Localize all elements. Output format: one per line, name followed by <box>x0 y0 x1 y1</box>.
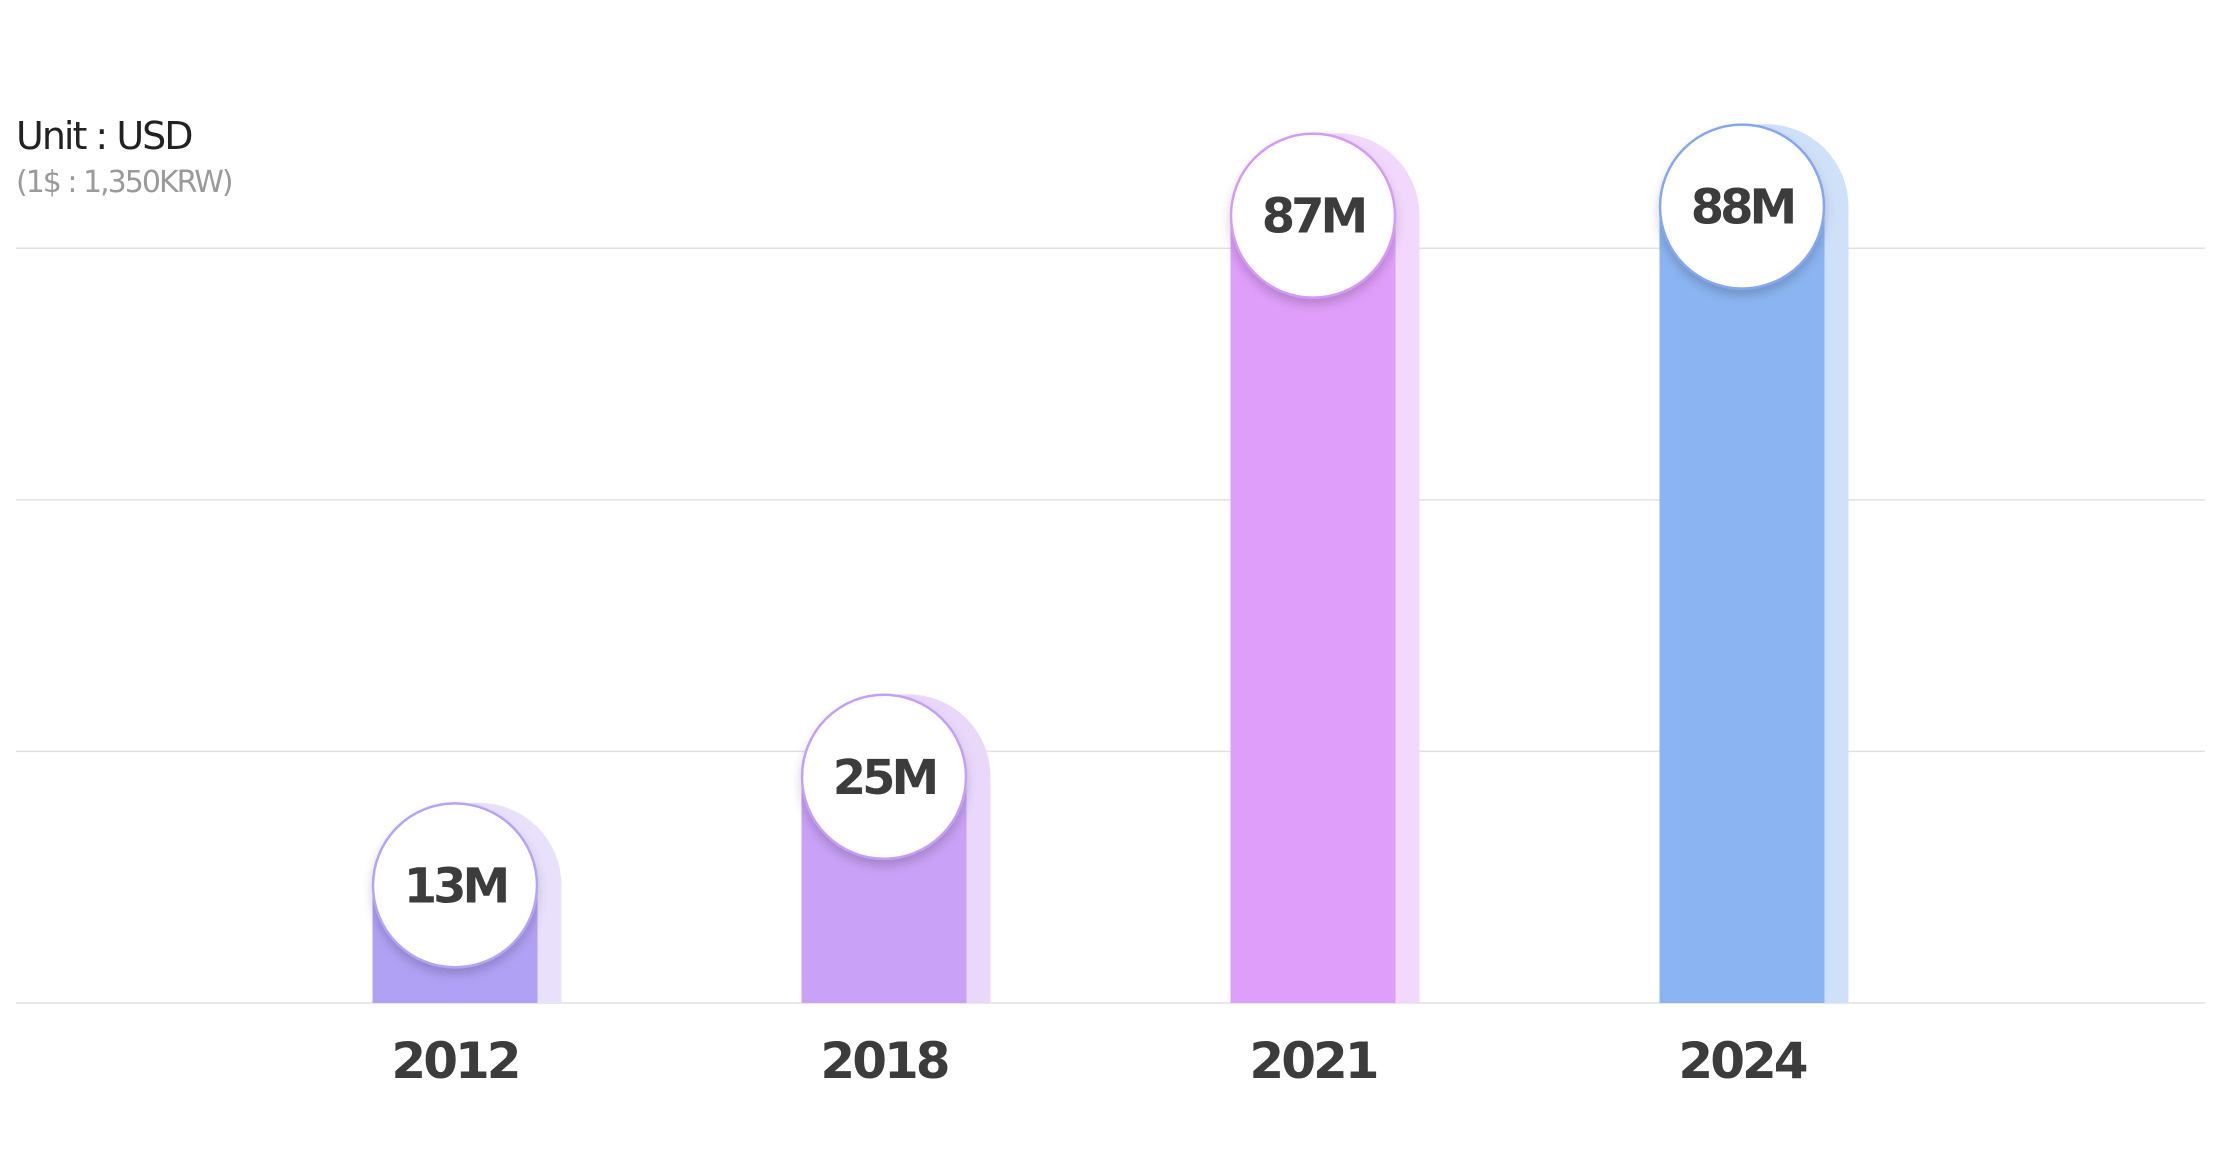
value-bubble <box>1658 123 1826 290</box>
x-tick-label: 2018 <box>820 1032 947 1090</box>
gridlines <box>16 247 2205 1004</box>
category-labels: 2012 2018 2021 2024 <box>391 1032 1809 1090</box>
data-label: 25M <box>833 750 936 806</box>
value-bubble <box>800 693 968 860</box>
unit-block: Unit : USD (1$ : 1,350KRW) <box>16 112 234 206</box>
unit-label: Unit : USD <box>16 114 194 158</box>
x-tick-label: 2021 <box>1249 1032 1376 1090</box>
bar-group-2021: 87M <box>1229 132 1420 1003</box>
data-label: 87M <box>1262 189 1365 245</box>
bar-group-2012: 13M <box>371 802 562 1003</box>
bar <box>1659 206 1825 1004</box>
data-label: 13M <box>404 858 507 914</box>
bars: 13M 25M 87M 88M <box>371 123 1849 1004</box>
data-label: 88M <box>1691 180 1794 236</box>
value-bubble <box>1229 132 1397 299</box>
x-tick-label: 2012 <box>391 1032 518 1090</box>
x-tick-label: 2024 <box>1678 1032 1806 1090</box>
bar <box>1230 215 1396 1003</box>
bar-group-2024: 88M <box>1658 123 1849 1004</box>
unit-exchange-rate: (1$ : 1,350KRW) <box>16 165 234 200</box>
bar-group-2018: 25M <box>800 693 991 1003</box>
value-bubble <box>371 802 539 969</box>
